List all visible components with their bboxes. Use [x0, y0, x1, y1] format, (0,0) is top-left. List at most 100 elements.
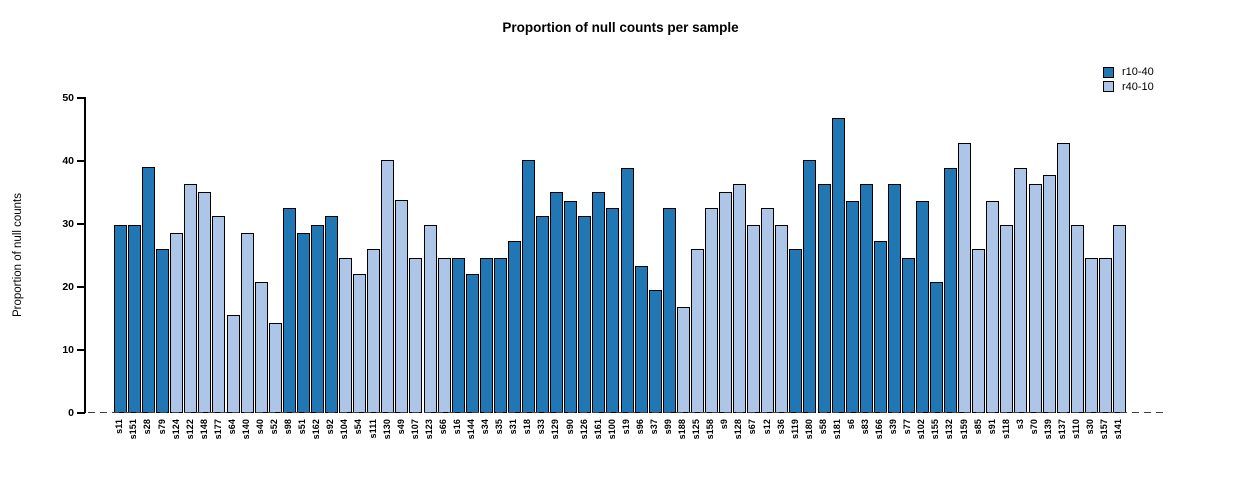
y-axis-title: Proportion of null counts: [12, 192, 24, 318]
bar-s51: [297, 233, 310, 413]
x-tick-label-s49: s49: [396, 419, 406, 435]
x-tick-label-s159: s159: [959, 419, 969, 440]
x-tick-label-s28: s28: [142, 419, 152, 435]
bar-s162: [311, 225, 324, 413]
x-tick-label-s34: s34: [480, 419, 490, 435]
y-tick-mark: [77, 97, 85, 99]
x-tick-label-s107: s107: [410, 419, 420, 440]
x-tick-label-s129: s129: [550, 419, 560, 440]
bar-s141: [1113, 225, 1126, 413]
bar-s111: [367, 249, 380, 413]
x-tick-label-s18: s18: [522, 419, 532, 435]
bar-s128: [733, 184, 746, 413]
bar-s85: [972, 249, 985, 413]
y-tick-label: 30: [62, 218, 74, 230]
x-tick-label-s91: s91: [987, 419, 997, 435]
x-tick-label-s33: s33: [536, 419, 546, 435]
legend: r10-40 r40-10: [1103, 65, 1154, 94]
bar-s180: [803, 160, 816, 413]
bar-s122: [184, 184, 197, 413]
bar-s177: [212, 216, 225, 413]
x-tick-label-s124: s124: [171, 419, 181, 440]
x-tick-label-s139: s139: [1043, 419, 1053, 440]
x-tick-label-s51: s51: [297, 419, 307, 435]
x-tick-label-s16: s16: [452, 419, 462, 435]
bar-s130: [381, 160, 394, 413]
x-tick-label-s102: s102: [916, 419, 926, 440]
bar-s35: [494, 258, 507, 413]
bar-s18: [522, 160, 535, 413]
x-tick-label-s104: s104: [339, 419, 349, 440]
bar-s36: [775, 225, 788, 413]
bar-s92: [325, 216, 338, 413]
x-tick-label-s141: s141: [1113, 419, 1123, 440]
bar-s11: [114, 225, 127, 413]
bar-s123: [424, 225, 437, 413]
legend-swatch-dark-icon: [1103, 66, 1114, 78]
bar-s98: [283, 208, 296, 413]
bar-s104: [339, 258, 352, 413]
x-tick-label-s39: s39: [888, 419, 898, 435]
bar-s124: [170, 233, 183, 413]
bar-s66: [438, 258, 451, 413]
legend-item-r10-40: r10-40: [1103, 65, 1154, 80]
x-tick-label-s19: s19: [621, 419, 631, 435]
bar-s159: [958, 143, 971, 413]
bar-s137: [1057, 143, 1070, 413]
bar-s3: [1014, 168, 1027, 413]
bar-s83: [860, 184, 873, 413]
bar-s107: [409, 258, 422, 413]
bar-s54: [353, 274, 366, 413]
x-tick-label-s85: s85: [973, 419, 983, 435]
y-tick-mark: [77, 223, 85, 225]
bar-s140: [241, 233, 254, 413]
bar-s91: [986, 201, 999, 413]
bar-s157: [1099, 258, 1112, 413]
bar-s125: [691, 249, 704, 413]
x-tick-label-s30: s30: [1085, 419, 1095, 435]
y-tick-mark: [77, 349, 85, 351]
x-tick-label-s90: s90: [565, 419, 575, 435]
bar-s6: [846, 201, 859, 413]
bar-s49: [395, 200, 408, 413]
bar-s96: [635, 266, 648, 413]
x-tick-label-s130: s130: [382, 419, 392, 440]
bar-s110: [1071, 225, 1084, 413]
bar-s148: [198, 192, 211, 413]
zero-baseline-dashed-line: [88, 411, 1164, 414]
x-tick-label-s177: s177: [213, 419, 223, 440]
x-tick-label-s64: s64: [227, 419, 237, 435]
bar-s39: [888, 184, 901, 413]
x-tick-label-s180: s180: [804, 419, 814, 440]
x-tick-label-s162: s162: [311, 419, 321, 440]
x-tick-label-s111: s111: [368, 419, 378, 439]
x-tick-label-s123: s123: [424, 419, 434, 440]
y-tick-mark: [77, 160, 85, 162]
bar-s118: [1000, 225, 1013, 413]
bar-s181: [832, 118, 845, 413]
x-tick-label-s98: s98: [283, 419, 293, 435]
x-tick-label-s140: s140: [241, 419, 251, 440]
bar-s37: [649, 290, 662, 413]
x-tick-label-s125: s125: [691, 419, 701, 440]
chart-title: Proportion of null counts per sample: [502, 20, 739, 35]
bar-s166: [874, 241, 887, 413]
bar-s52: [269, 323, 282, 413]
bar-s19: [621, 168, 634, 413]
x-tick-label-s137: s137: [1057, 419, 1067, 440]
bar-s30: [1085, 258, 1098, 413]
x-tick-label-s92: s92: [325, 419, 335, 435]
y-axis-line: [84, 97, 86, 413]
y-tick-label: 20: [62, 281, 74, 293]
bar-s119: [789, 249, 802, 413]
x-tick-label-s155: s155: [930, 419, 940, 440]
x-tick-label-s52: s52: [269, 419, 279, 435]
legend-item-r40-10: r40-10: [1103, 80, 1154, 95]
bar-s28: [142, 167, 155, 413]
bar-s139: [1043, 175, 1056, 413]
x-tick-label-s77: s77: [902, 419, 912, 435]
bar-s31: [508, 241, 521, 413]
x-tick-label-s122: s122: [185, 419, 195, 440]
y-tick-mark: [77, 286, 85, 288]
x-tick-label-s96: s96: [635, 419, 645, 435]
